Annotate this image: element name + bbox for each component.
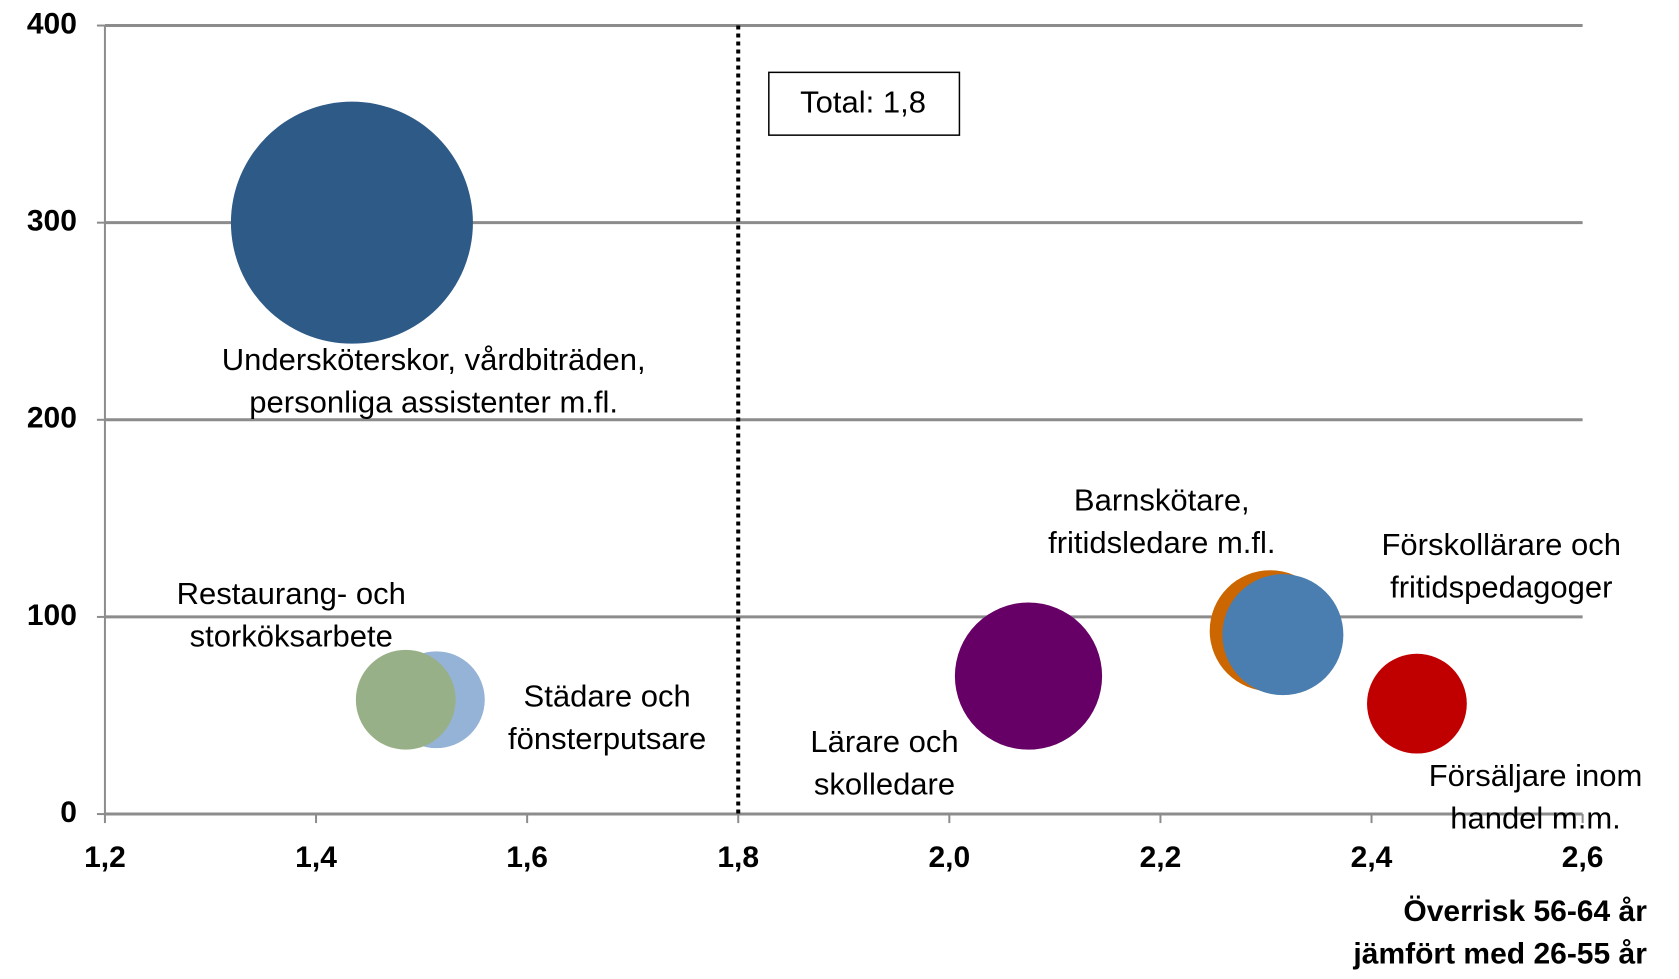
bubble-label: Undersköterskor, vårdbiträden, bbox=[222, 342, 646, 377]
x-tick-label: 2,2 bbox=[1140, 841, 1182, 874]
bubble-label: fritidsledare m.fl. bbox=[1048, 525, 1275, 560]
y-tick-label: 0 bbox=[60, 796, 77, 829]
bubble-label: Restaurang- och bbox=[177, 576, 406, 611]
y-tick-label: 300 bbox=[27, 205, 77, 238]
bubble-label: storköksarbete bbox=[190, 619, 393, 654]
x-tick-label: 1,2 bbox=[84, 841, 126, 874]
x-axis-title: Överrisk 56-64 år bbox=[1403, 895, 1647, 928]
x-axis-title: jämfört med 26-55 år bbox=[1352, 938, 1647, 971]
bubble bbox=[1222, 574, 1344, 696]
bubble-label: Förskollärare och bbox=[1382, 527, 1621, 562]
bubble-label: skolledare bbox=[814, 767, 955, 802]
bubble-label: fritidspedagoger bbox=[1390, 570, 1612, 605]
bubble-label: personliga assistenter m.fl. bbox=[249, 385, 618, 420]
annotation-box bbox=[768, 71, 961, 136]
bubble-label: Städare och bbox=[524, 678, 691, 713]
bubble-label: fönsterputsare bbox=[508, 721, 706, 756]
annotation: Total: 1,8 bbox=[800, 84, 926, 119]
y-tick-label: 100 bbox=[27, 599, 77, 632]
bubble-label: Barnskötare, bbox=[1074, 482, 1250, 517]
bubble bbox=[1367, 653, 1467, 754]
bubble-label: Lärare och bbox=[810, 724, 958, 759]
bubble-label: handel m.m. bbox=[1450, 801, 1621, 836]
x-tick-label: 1,4 bbox=[295, 841, 337, 874]
y-tick-label: 200 bbox=[27, 402, 77, 435]
y-tick-label: 400 bbox=[27, 7, 77, 40]
bubble bbox=[355, 649, 456, 750]
bubble-label: Försäljare inom bbox=[1429, 758, 1643, 793]
x-tick-label: 2,6 bbox=[1562, 841, 1604, 874]
x-tick-label: 1,6 bbox=[506, 841, 548, 874]
x-tick-label: 2,0 bbox=[928, 841, 970, 874]
bubble bbox=[230, 101, 473, 344]
bubble bbox=[954, 602, 1103, 750]
x-tick-label: 2,4 bbox=[1351, 841, 1393, 874]
x-tick-label: 1,8 bbox=[717, 841, 759, 874]
